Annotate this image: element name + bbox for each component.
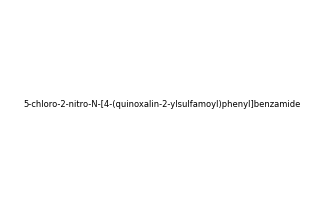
Text: 5-chloro-2-nitro-N-[4-(quinoxalin-2-ylsulfamoyl)phenyl]benzamide: 5-chloro-2-nitro-N-[4-(quinoxalin-2-ylsu… [23,99,301,109]
